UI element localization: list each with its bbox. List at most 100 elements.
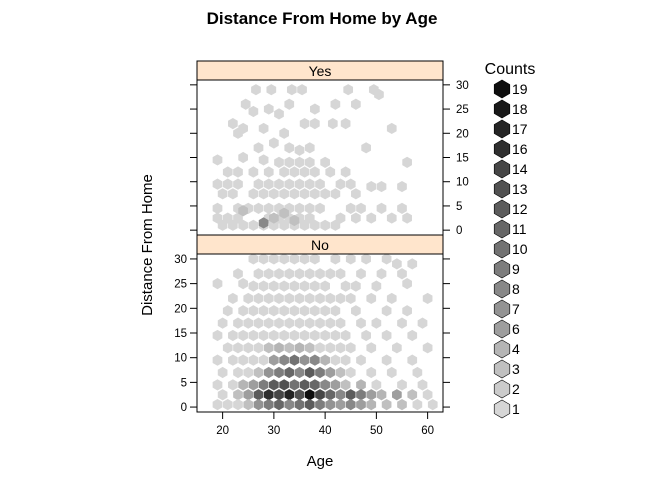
hex-cell (212, 178, 223, 190)
hex-cell (310, 253, 320, 265)
hex-cell (274, 268, 284, 280)
hex-cell (345, 202, 356, 214)
hex-cell (222, 305, 233, 317)
hex-cell (417, 379, 428, 391)
legend-label: 14 (512, 161, 528, 177)
hex-cell (233, 317, 243, 329)
hex-cell (299, 379, 310, 391)
hex-cell (279, 280, 289, 292)
hex-cell (366, 180, 377, 193)
hex-cell (258, 329, 269, 342)
legend-hex-swatch (493, 399, 511, 419)
legend-label: 13 (512, 181, 528, 197)
hex-cell (258, 354, 269, 366)
hex-cell (335, 178, 346, 190)
hex-cell (351, 212, 361, 224)
hex-cell (376, 180, 387, 193)
hex-cell (304, 292, 315, 305)
hex-cell (279, 253, 289, 265)
legend-label: 1 (512, 401, 520, 417)
hex-cell (310, 166, 320, 178)
y-tick-label: 5 (456, 201, 462, 213)
hex-cell (340, 354, 351, 366)
y-tick-label: 5 (181, 377, 187, 389)
hex-cell (233, 366, 243, 379)
hex-cell (248, 105, 259, 118)
hex-cell (386, 212, 397, 224)
x-tick-label: 40 (319, 425, 332, 437)
hex-cell (263, 292, 274, 305)
hex-cell (335, 212, 346, 224)
hex-cell (238, 205, 248, 217)
hex-cell (335, 317, 346, 329)
hex-cell (297, 84, 307, 96)
hex-cell (248, 329, 259, 342)
hex-cell (330, 98, 341, 110)
hex-cell (222, 398, 233, 411)
hex-cell (217, 366, 228, 379)
y-tick-label: 10 (456, 177, 469, 189)
hex-cell (304, 342, 315, 354)
hex-cell (366, 366, 377, 379)
hex-cell (310, 280, 320, 292)
hex-cell (217, 188, 228, 200)
panel-yes: Yes 0 5 10 15 20 25 30 (190, 60, 469, 237)
hex-cell (253, 342, 264, 354)
hex-cell (351, 98, 361, 110)
hex-cell (386, 366, 397, 379)
hex-cell (397, 180, 407, 193)
hex-cell (248, 379, 259, 391)
hex-cell (263, 166, 274, 178)
hex-cell (294, 268, 305, 280)
legend-item: 16 (493, 139, 528, 159)
hex-cell (294, 292, 305, 305)
hex-cell (279, 379, 289, 391)
hex-cell (381, 253, 392, 265)
hex-cell (412, 398, 423, 411)
legend-hex-swatch (493, 139, 511, 159)
hex-cell (330, 305, 341, 317)
hex-cell (258, 379, 269, 391)
hex-cell (320, 280, 330, 292)
legend-item: 17 (493, 119, 528, 139)
hex-cell (397, 268, 407, 280)
hex-cell (325, 166, 336, 178)
legend-label: 17 (512, 121, 528, 137)
hex-cell (351, 188, 361, 200)
hex-cell (325, 398, 336, 411)
hex-cell (248, 166, 259, 178)
hex-cell (238, 354, 248, 366)
hex-cell (233, 166, 243, 178)
hex-cell (315, 342, 325, 354)
hex-cell (330, 219, 341, 231)
legend-item: 18 (493, 99, 528, 119)
hex-cell (253, 268, 264, 280)
legend-hex-swatch (493, 179, 511, 199)
hex-cell (327, 117, 338, 130)
hex-cell (263, 317, 274, 329)
hex-cell (217, 389, 228, 401)
hex-cell (340, 329, 351, 342)
hex-cell (284, 317, 295, 329)
hex-cell (289, 329, 300, 342)
hex-cell (397, 398, 407, 411)
legend-item: 3 (493, 359, 520, 379)
hex-cell (263, 366, 274, 379)
hex-cell (243, 317, 254, 329)
hex-cell (304, 202, 315, 214)
chart-title: Distance From Home by Age (207, 9, 438, 28)
hex-cell (376, 389, 387, 401)
hex-cell (392, 342, 402, 354)
hex-cell (335, 398, 346, 411)
hex-cell (325, 268, 336, 280)
hex-cell (233, 268, 243, 280)
hex-cell (248, 280, 259, 292)
hex-cell (310, 305, 320, 317)
hex-cell (304, 212, 315, 224)
hex-cell (284, 366, 295, 379)
hex-cell (251, 84, 261, 96)
y-tick-label: 0 (181, 402, 187, 414)
hex-cell (279, 329, 289, 342)
legend: 19 18 17 16 14 13 12 11 10 9 8 7 6 4 3 2 1 (493, 79, 528, 419)
